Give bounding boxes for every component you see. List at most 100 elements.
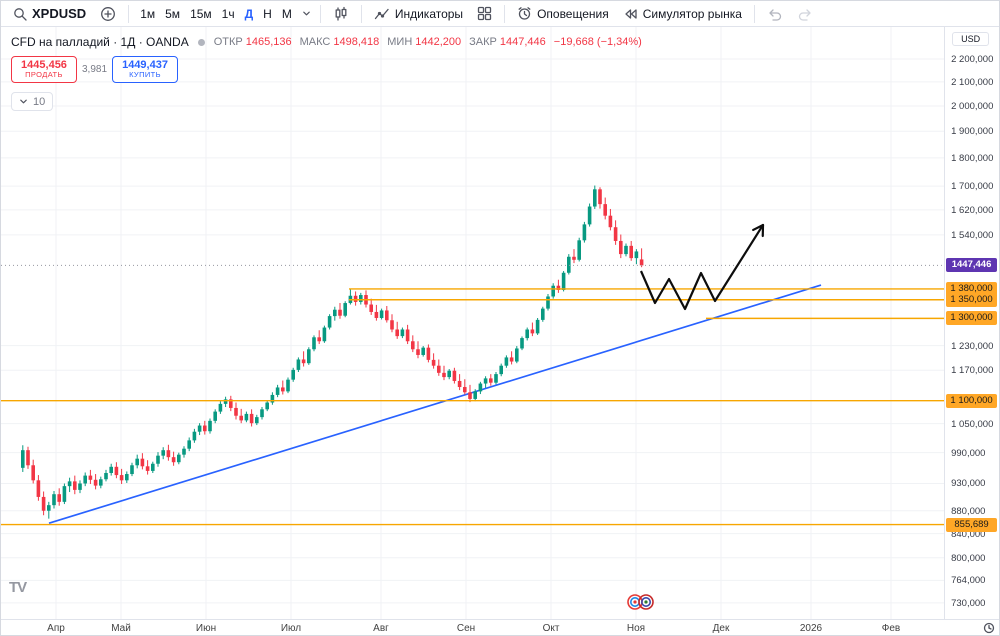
toolbar-separator <box>753 4 755 23</box>
event-marker-icon[interactable] <box>626 593 656 616</box>
symbol-search-button[interactable]: XPDUSD <box>7 3 92 25</box>
price-tick-label: 1 230,000 <box>951 340 994 352</box>
price-tick-label: 764,000 <box>951 575 986 587</box>
ohlc-high-value: 1498,418 <box>333 36 380 48</box>
timeframe-button-1ч[interactable]: 1ч <box>221 6 235 21</box>
redo-icon <box>797 7 813 21</box>
sell-label: ПРОДАТЬ <box>25 70 63 80</box>
time-axis-settings-icon[interactable] <box>983 622 995 634</box>
timeframe-button-1м[interactable]: 1м <box>140 6 156 21</box>
time-scale[interactable]: Апр Май Июн Июл Авг Сен Окт Ноя Дек 2026 Фев <box>1 619 999 635</box>
price-tick-label: 1 900,000 <box>951 126 994 138</box>
time-tick-label[interactable]: Май <box>111 623 131 634</box>
legend-count: 10 <box>33 95 46 108</box>
chart-pane[interactable]: CFD на палладий · 1Д · OANDA ОТКР 1465,1… <box>1 27 946 619</box>
market-simulator-button[interactable]: Симулятор рынка <box>617 3 748 25</box>
indicators-button[interactable]: Индикаторы <box>368 3 469 25</box>
timeframe-button-Н[interactable]: Н <box>263 6 272 21</box>
order-panel: 1445,456 ПРОДАТЬ 3,981 1449,437 КУПИТЬ <box>11 56 642 84</box>
price-tick-label: 880,000 <box>951 505 986 517</box>
legend-title[interactable]: CFD на палладий · 1Д · OANDA <box>11 35 189 49</box>
price-tick-label: 1 540,000 <box>951 229 994 241</box>
ohlc-close-label: ЗАКР <box>469 36 497 48</box>
legend-collapse-button[interactable]: 10 <box>11 92 54 112</box>
price-chart[interactable] <box>1 27 946 619</box>
main-area: CFD на палладий · 1Д · OANDA ОТКР 1465,1… <box>1 27 999 619</box>
ohlc-open-label: ОТКР <box>213 36 243 48</box>
current-price-badge: 1447,446 <box>946 258 997 273</box>
level-price-badge[interactable]: 1 380,000 <box>946 281 997 296</box>
timeframe-button-Д[interactable]: Д <box>244 6 254 21</box>
price-tick-label: 800,000 <box>951 552 986 564</box>
grid-icon <box>477 6 492 21</box>
undo-icon <box>767 7 783 21</box>
level-price-badge[interactable]: 1 350,000 <box>946 292 997 307</box>
chart-style-button[interactable] <box>327 3 355 25</box>
time-tick-label[interactable]: Фев <box>881 623 901 634</box>
layout-grid-button[interactable] <box>471 3 498 25</box>
price-tick-label: 1 170,000 <box>951 365 994 377</box>
level-price-badge[interactable]: 1 100,000 <box>946 393 997 408</box>
time-tick-label[interactable]: Дек <box>712 623 730 634</box>
chevron-down-icon <box>302 9 311 18</box>
redo-button[interactable] <box>791 3 819 25</box>
price-tick-label: 1 800,000 <box>951 152 994 164</box>
level-price-badge[interactable]: 855,689 <box>946 517 997 532</box>
ohlc-open-value: 1465,136 <box>245 36 292 48</box>
legend: CFD на палладий · 1Д · OANDA ОТКР 1465,1… <box>11 34 642 112</box>
chevron-down-icon <box>19 97 28 106</box>
symbol-label: XPDUSD <box>32 6 87 21</box>
grid-layer <box>1 27 946 619</box>
market-status-icon[interactable] <box>197 38 206 47</box>
projection-arrowhead <box>752 223 765 232</box>
alerts-label: Оповещения <box>537 6 609 21</box>
simulator-label: Симулятор рынка <box>642 6 742 21</box>
change-value: −19,668 (−1,34%) <box>553 36 642 48</box>
level-price-badge[interactable]: 1 300,000 <box>946 311 997 326</box>
price-tick-label: 730,000 <box>951 597 986 609</box>
toolbar-separator <box>128 4 130 23</box>
time-tick-label[interactable]: Авг <box>373 623 389 634</box>
undo-button[interactable] <box>761 3 789 25</box>
timeframe-dropdown-button[interactable] <box>299 3 314 25</box>
price-tick-label: 2 000,000 <box>951 100 994 112</box>
ohlc-high-field: МАКС 1498,418 <box>300 36 380 48</box>
timeframe-group: 1м 5м 15м 1ч Д Н М <box>135 3 297 25</box>
timeframe-button-М[interactable]: М <box>281 6 292 21</box>
toolbar-separator <box>319 4 321 23</box>
ohlc-close-value: 1447,446 <box>499 36 546 48</box>
price-tick-label: 2 100,000 <box>951 76 994 88</box>
price-tick-label: 840,000 <box>951 528 986 540</box>
candlestick-icon <box>333 6 349 22</box>
time-tick-label[interactable]: Ноя <box>626 623 646 634</box>
currency-chip[interactable]: USD <box>952 32 990 46</box>
projection-arrow-drawing[interactable] <box>639 224 764 311</box>
price-scale[interactable]: USD 2 200,000 2 100,000 2 000,000 1 900,000… <box>944 27 999 619</box>
time-tick-label[interactable]: Апр <box>47 623 65 634</box>
price-tick-label: 1 050,000 <box>951 418 994 430</box>
trendline-drawing[interactable] <box>48 284 822 525</box>
ohlc-low-field: МИН 1442,200 <box>387 36 461 48</box>
indicators-label: Индикаторы <box>394 6 464 21</box>
buy-button[interactable]: 1449,437 КУПИТЬ <box>112 56 179 84</box>
timeframe-button-5м[interactable]: 5м <box>165 6 181 21</box>
time-tick-label[interactable]: Июн <box>195 623 217 634</box>
sell-button[interactable]: 1445,456 ПРОДАТЬ <box>11 56 77 84</box>
compare-add-button[interactable] <box>94 3 122 25</box>
buy-label: КУПИТЬ <box>129 70 161 80</box>
ohlc-close-field: ЗАКР 1447,446 <box>469 36 546 48</box>
ohlc-low-value: 1442,200 <box>415 36 462 48</box>
time-tick-label[interactable]: Сен <box>456 623 476 634</box>
price-tick-label: 1 700,000 <box>951 181 994 193</box>
alerts-button[interactable]: Оповещения <box>511 3 615 25</box>
time-tick-label[interactable]: Июл <box>280 623 302 634</box>
ohlc-low-label: МИН <box>387 36 413 48</box>
timeframe-button-15м[interactable]: 15м <box>190 6 212 21</box>
tradingview-logo[interactable]: TV <box>9 579 27 596</box>
toolbar-separator <box>504 4 506 23</box>
time-tick-label[interactable]: Окт <box>542 623 560 634</box>
time-tick-label[interactable]: 2026 <box>799 623 823 634</box>
ohlc-open-field: ОТКР 1465,136 <box>214 36 292 48</box>
spread-value: 3,981 <box>82 64 108 76</box>
